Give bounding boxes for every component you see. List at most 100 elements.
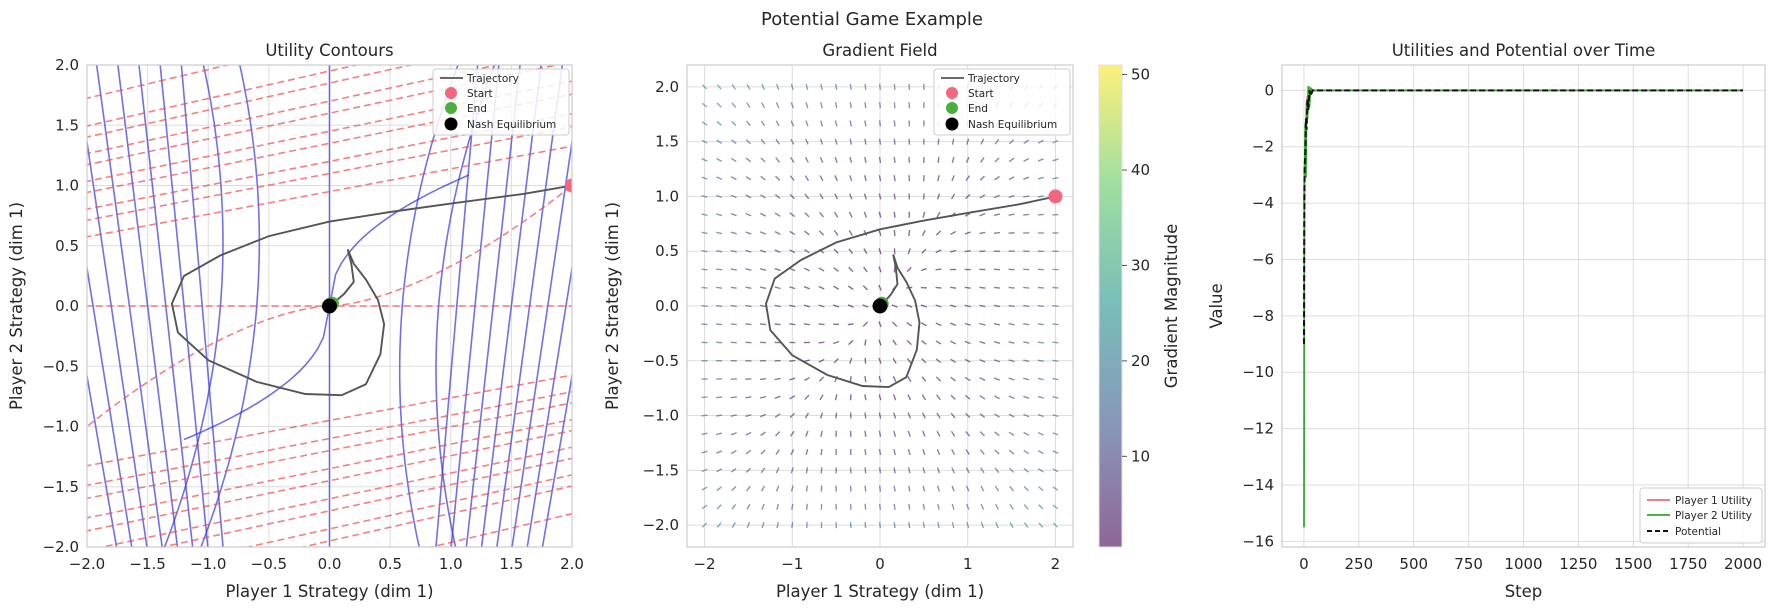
quiver-arrow [848, 248, 854, 255]
panel1-contours [87, 65, 572, 547]
x-tick-label: 0.5 [378, 555, 402, 573]
quiver-arrow [1008, 157, 1015, 163]
quiver-arrow [701, 194, 708, 198]
y-tick-label: −8 [1252, 307, 1274, 325]
quiver-arrow [864, 120, 867, 127]
quiver-arrow [803, 304, 810, 308]
quiver-arrow [759, 304, 767, 308]
quiver-arrow [993, 286, 1001, 289]
quiver-arrow [760, 449, 766, 455]
quiver-arrow [819, 412, 824, 419]
quiver-arrow [921, 376, 927, 382]
quiver-arrow [819, 394, 824, 401]
quiver-arrow [760, 212, 767, 217]
quiver-arrow [716, 286, 723, 289]
quiver-arrow [906, 266, 912, 273]
legend-end: End [467, 103, 487, 115]
quiver-arrow [775, 102, 780, 109]
quiver-arrow [818, 304, 825, 308]
quiver-arrow [979, 194, 986, 199]
quiver-arrow [979, 340, 986, 345]
quiver-arrow [878, 175, 882, 182]
red-contour-line [87, 65, 415, 138]
quiver-arrow [716, 323, 723, 326]
quiver-arrow [834, 83, 838, 90]
quiver-arrow [1023, 341, 1030, 344]
quiver-arrow [716, 268, 723, 271]
quiver-arrow [1008, 304, 1015, 308]
quiver-arrow [993, 213, 1001, 217]
quiver-arrow [993, 231, 1001, 235]
quiver-arrow [760, 175, 766, 181]
quiver-arrow [835, 412, 838, 419]
quiver-arrow [893, 193, 896, 200]
quiver-arrow [950, 430, 956, 437]
quiver-arrow [950, 358, 957, 363]
quiver-arrow [716, 102, 722, 108]
quiver-arrow [834, 193, 839, 200]
panel1-x-ticks: −2.0 −1.5 −1.0 −0.5 0.0 0.5 1.0 1.5 2.0 [69, 555, 584, 573]
quiver-arrow [803, 323, 810, 326]
quiver-arrow [745, 175, 752, 181]
legend-start-swatch [445, 87, 457, 99]
y-tick-label: −10 [1242, 363, 1274, 381]
quiver-arrow [730, 157, 737, 163]
figure-title: Potential Game Example [761, 9, 983, 30]
quiver-arrow [804, 156, 809, 163]
quiver-arrow [878, 375, 882, 383]
y-tick-label: −1.0 [643, 407, 679, 425]
x-tick-label: 0 [1299, 555, 1309, 573]
y-tick-label: 1.0 [55, 177, 79, 195]
legend-end-swatch [445, 102, 457, 114]
quiver-arrow [760, 157, 766, 163]
legend2-start: Start [968, 88, 994, 100]
quiver-arrow [804, 212, 810, 218]
quiver-arrow [775, 467, 780, 474]
quiver-arrow [935, 286, 942, 289]
quiver-arrow [980, 467, 985, 474]
quiver-arrow [979, 413, 986, 418]
quiver-arrow [789, 377, 796, 381]
quiver-arrow [950, 193, 956, 200]
panel2-quiver [701, 83, 1059, 529]
quiver-arrow [849, 138, 853, 145]
quiver-arrow [878, 357, 882, 364]
panel3-title: Utilities and Potential over Time [1392, 41, 1656, 60]
quiver-arrow [790, 83, 794, 90]
quiver-arrow [805, 467, 809, 474]
quiver-arrow [893, 211, 896, 218]
y-tick-label: −14 [1242, 476, 1274, 494]
quiver-arrow [893, 229, 896, 237]
quiver-arrow [760, 138, 766, 145]
quiver-arrow [993, 395, 1000, 400]
red-contour-line [98, 446, 572, 547]
quiver-arrow [774, 267, 781, 272]
quiver-arrow [716, 468, 723, 473]
quiver-arrow [893, 430, 897, 437]
quiver-arrow [1038, 504, 1044, 510]
y-tick-label: −2.0 [643, 516, 679, 534]
quiver-arrow [833, 340, 840, 345]
quiver-arrow [774, 212, 781, 217]
x-tick-label: −1.0 [190, 555, 226, 573]
quiver-arrow [950, 230, 957, 236]
quiver-arrow [730, 231, 737, 235]
quiver-arrow [922, 522, 926, 529]
legend3-p1: Player 1 Utility [1675, 495, 1752, 507]
y-tick-label: 1.5 [55, 116, 79, 134]
blue-contour-line [163, 65, 224, 547]
x-tick-label: 1.0 [439, 555, 463, 573]
quiver-arrow [849, 156, 853, 164]
quiver-arrow [950, 376, 956, 382]
quiver-arrow [1037, 139, 1044, 144]
quiver-arrow [964, 394, 971, 400]
quiver-arrow [775, 485, 780, 492]
quiver-arrow [745, 120, 751, 127]
quiver-arrow [980, 522, 985, 529]
quiver-arrow [819, 175, 824, 182]
quiver-arrow [893, 503, 896, 510]
quiver-arrow [1008, 467, 1015, 473]
quiver-arrow [745, 286, 752, 289]
quiver-arrow [818, 230, 825, 236]
y-tick-label: 0.5 [55, 237, 79, 255]
